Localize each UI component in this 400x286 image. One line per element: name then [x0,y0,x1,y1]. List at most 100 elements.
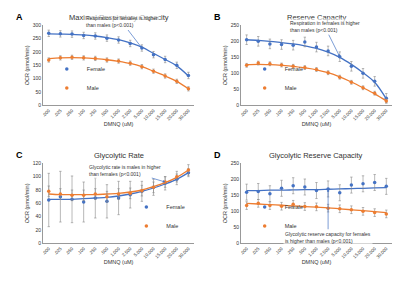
svg-text:10.000: 10.000 [143,108,157,122]
svg-text:20.000: 20.000 [166,246,180,260]
svg-text:DMNQ (uM): DMNQ (uM) [104,259,134,265]
svg-text:0: 0 [38,102,41,108]
svg-text:.025: .025 [251,108,261,118]
svg-text:150: 150 [33,62,42,68]
svg-text:.250: .250 [88,246,98,256]
svg-text:Glycolytic Rate: Glycolytic Rate [94,151,144,160]
svg-text:200: 200 [231,176,240,182]
svg-text:C: C [16,150,23,160]
svg-text:50: 50 [233,224,239,230]
svg-text:150: 150 [231,192,240,198]
svg-text:5.000: 5.000 [331,246,343,258]
svg-text:250: 250 [33,35,42,41]
svg-text:Male: Male [285,223,297,229]
svg-text:Glycolytic Reserve Capacity: Glycolytic Reserve Capacity [269,151,363,160]
svg-text:.050: .050 [65,108,75,118]
svg-text:60: 60 [36,200,42,206]
svg-text:Male: Male [285,85,297,91]
svg-text:20.000: 20.000 [364,246,378,260]
svg-text:20: 20 [36,227,42,233]
svg-text:Female: Female [166,204,184,210]
svg-text:120: 120 [33,160,42,166]
svg-text:5.000: 5.000 [331,108,343,120]
svg-text:Respiration for females is hig: Respiration for females is higherthan ma… [86,15,158,28]
svg-text:150: 150 [231,54,240,60]
svg-text:5.000: 5.000 [133,246,145,258]
svg-text:15.000: 15.000 [352,108,366,122]
svg-text:.025: .025 [53,246,63,256]
svg-text:Respiration in females is high: Respiration in females is higherthan mal… [290,20,360,33]
svg-text:DMNQ (uM): DMNQ (uM) [302,259,332,265]
svg-text:0: 0 [38,240,41,246]
svg-text:.100: .100 [76,108,86,118]
svg-text:.000: .000 [239,108,249,118]
svg-text:10.000: 10.000 [340,246,354,260]
svg-text:1.000: 1.000 [307,108,319,120]
svg-text:250: 250 [231,160,240,166]
svg-text:.000: .000 [41,246,51,256]
svg-text:80: 80 [36,187,42,193]
svg-text:Male: Male [87,85,99,91]
svg-text:200: 200 [33,49,42,55]
svg-text:0: 0 [236,240,239,246]
svg-text:0: 0 [236,102,239,108]
svg-text:200: 200 [231,38,240,44]
svg-text:1.000: 1.000 [307,246,319,258]
svg-text:.025: .025 [53,108,63,118]
svg-text:Reserve Capacity: Reserve Capacity [287,13,346,22]
svg-text:10.000: 10.000 [340,108,354,122]
svg-text:Glycolytic rate is males in hi: Glycolytic rate is males in higherthan f… [89,164,161,177]
svg-text:D: D [214,150,221,160]
svg-text:.100: .100 [274,246,284,256]
svg-text:.100: .100 [76,246,86,256]
svg-text:1.000: 1.000 [109,246,121,258]
svg-text:Female: Female [285,66,303,72]
svg-text:Male: Male [166,223,178,229]
svg-text:.250: .250 [88,108,98,118]
svg-text:100: 100 [33,75,42,81]
svg-text:2.500: 2.500 [319,246,331,258]
svg-text:.500: .500 [100,108,110,118]
svg-text:100: 100 [33,173,42,179]
svg-text:30.000: 30.000 [177,246,191,260]
svg-text:Female: Female [87,66,105,72]
svg-text:Maximal Respiratory Capacity: Maximal Respiratory Capacity [69,13,169,22]
svg-text:.000: .000 [41,108,51,118]
svg-text:40: 40 [36,213,42,219]
svg-text:250: 250 [231,22,240,28]
svg-text:50: 50 [36,89,42,95]
svg-text:.500: .500 [100,246,110,256]
svg-text:Female: Female [285,204,303,210]
svg-text:.050: .050 [65,246,75,256]
svg-text:20.000: 20.000 [166,108,180,122]
svg-text:30.000: 30.000 [375,108,389,122]
svg-text:DMNQ (uM): DMNQ (uM) [302,121,332,127]
svg-text:.000: .000 [239,246,249,256]
svg-text:.050: .050 [262,246,272,256]
svg-text:1.000: 1.000 [109,108,121,120]
svg-text:.250: .250 [286,246,296,256]
svg-text:10.000: 10.000 [143,246,157,260]
svg-text:A: A [16,12,23,22]
svg-text:5.000: 5.000 [133,108,145,120]
svg-text:OCR (pmol/min): OCR (pmol/min) [222,45,228,85]
svg-text:2.500: 2.500 [319,108,331,120]
svg-text:.500: .500 [297,108,307,118]
svg-text:30.000: 30.000 [177,108,191,122]
svg-text:2.500: 2.500 [121,108,133,120]
svg-text:15.000: 15.000 [154,246,168,260]
svg-text:100: 100 [231,208,240,214]
svg-text:30.000: 30.000 [375,246,389,260]
svg-text:OCR (pmol/min): OCR (pmol/min) [24,183,30,223]
svg-text:DMNQ (uM): DMNQ (uM) [104,121,134,127]
svg-text:.250: .250 [286,108,296,118]
svg-text:20.000: 20.000 [364,108,378,122]
svg-text:.500: .500 [297,246,307,256]
svg-text:50: 50 [233,86,239,92]
svg-text:Glycolytic reserve capacity fo: Glycolytic reserve capacity for femalesi… [285,231,371,244]
svg-text:300: 300 [33,22,42,28]
svg-text:15.000: 15.000 [154,108,168,122]
svg-text:OCR (pmol/min): OCR (pmol/min) [222,183,228,223]
svg-text:.050: .050 [262,108,272,118]
svg-text:OCR (pmol/min): OCR (pmol/min) [24,45,30,85]
